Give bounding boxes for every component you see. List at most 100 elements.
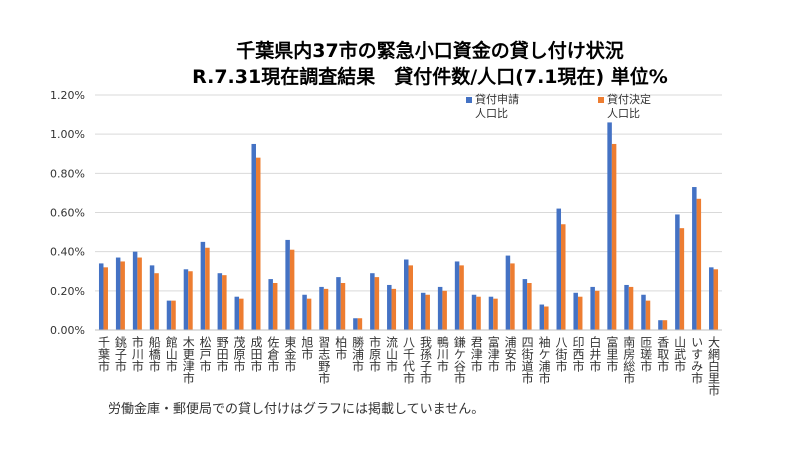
bar-application (420, 292, 426, 330)
x-tick-label: 鴨川市 (435, 336, 450, 372)
x-tick-label: 八千代市 (401, 336, 416, 384)
legend-label: 人口比 (475, 107, 508, 120)
bar-decision (188, 271, 193, 330)
bar-decision (357, 318, 363, 330)
bar-decision (205, 247, 210, 330)
bar-decision (544, 306, 549, 330)
bar-decision (391, 288, 397, 330)
bar-decision (493, 298, 498, 330)
bar-application (607, 122, 612, 331)
x-tick-label: 我孫子市 (418, 336, 433, 384)
bar-application (454, 261, 460, 330)
chart-subtitle: R.7.31現在調査結果 貸付件数/人口(7.1現在) 単位% (192, 66, 668, 88)
x-tick-label: 富津市 (486, 336, 501, 372)
x-tick-label: 船橋市 (147, 336, 162, 372)
bar-decision (323, 288, 329, 330)
x-tick-label: 習志野市 (316, 336, 331, 384)
bar-decision (306, 298, 312, 330)
x-tick-label: 成田市 (248, 336, 263, 372)
bar-application (556, 208, 562, 330)
bar-application (115, 257, 121, 330)
bar-decision (628, 286, 634, 330)
y-tick-label: 1.00% (50, 128, 85, 141)
x-tick-label: 松戸市 (198, 336, 213, 372)
bar-decision (645, 300, 651, 330)
bar-decision (103, 267, 108, 330)
bar-decision (442, 290, 447, 330)
bar-application (471, 294, 477, 330)
x-tick-label: 市原市 (367, 336, 382, 372)
bar-decision (374, 277, 380, 330)
x-tick-label: 鎌ケ谷市 (452, 336, 467, 384)
y-tick-label: 0.20% (50, 285, 85, 298)
x-tick-label: 旭市 (299, 336, 314, 360)
x-tick-label: 白井市 (587, 336, 602, 372)
bar-application (217, 273, 223, 330)
bar-decision (577, 296, 583, 330)
legend-swatch (598, 97, 604, 103)
x-tick-label: 市川市 (130, 336, 145, 372)
footnote: 労働金庫・郵便局での貸し付けはグラフには掲載していません。 (108, 402, 485, 417)
legend-label: 貸付申請 (475, 93, 519, 106)
bar-application (319, 286, 324, 330)
y-tick-label: 0.00% (50, 324, 85, 337)
bar-decision (594, 290, 600, 330)
bar-application (302, 294, 307, 330)
bar-application (641, 294, 646, 330)
x-tick-label: 銚子市 (113, 336, 128, 372)
bar-application (437, 286, 443, 330)
y-tick-label: 0.80% (50, 167, 85, 180)
bar-decision (171, 300, 176, 330)
bar-decision (679, 228, 685, 330)
x-tick-label: 四街道市 (520, 336, 535, 384)
y-tick-label: 0.40% (50, 246, 85, 259)
bar-decision (527, 283, 532, 330)
bar-application (285, 239, 290, 330)
bar-decision (425, 294, 430, 330)
bar-application (404, 259, 409, 330)
bar-application (590, 286, 595, 330)
x-tick-label: 柏市 (333, 336, 348, 360)
bar-application (539, 304, 545, 330)
bar-decision (408, 265, 413, 330)
bar-decision (137, 257, 142, 330)
x-tick-label: 印西市 (570, 336, 585, 372)
legend-label: 人口比 (607, 107, 640, 120)
x-tick-label: 流山市 (384, 336, 399, 372)
bar-application (505, 255, 511, 330)
bar-decision (662, 320, 668, 330)
bar-application (573, 292, 578, 330)
y-tick-label: 1.20% (50, 89, 85, 102)
bar-decision (611, 143, 617, 330)
bar-application (675, 214, 680, 330)
bar-application (200, 241, 206, 330)
bar-application (370, 273, 375, 330)
x-tick-label: 香取市 (655, 336, 670, 372)
bar-application (658, 320, 663, 330)
bar-application (624, 284, 629, 330)
bar-application (166, 300, 172, 330)
bar-decision (340, 283, 346, 330)
bar-decision (289, 249, 295, 330)
bar-decision (561, 224, 566, 330)
bar-decision (696, 198, 702, 330)
x-tick-label: 南房総市 (621, 336, 636, 384)
bar-application (234, 296, 240, 330)
y-tick-label: 0.60% (50, 207, 85, 220)
bar-decision (239, 298, 244, 330)
bar-decision (476, 296, 481, 330)
x-tick-label: 富里市 (604, 336, 619, 372)
legend-label: 貸付決定 (607, 93, 651, 106)
bar-application (488, 296, 494, 330)
bar-application (268, 279, 273, 330)
bar-application (132, 251, 138, 330)
bar-decision (222, 275, 227, 330)
bar-application (251, 143, 256, 330)
bar-application (183, 269, 189, 330)
x-tick-label: 山武市 (672, 336, 687, 372)
legend-swatch (466, 97, 472, 103)
x-tick-label: 東金市 (282, 336, 297, 372)
bar-decision (713, 269, 719, 330)
bar-decision (459, 265, 464, 330)
bar-decision (272, 283, 278, 330)
